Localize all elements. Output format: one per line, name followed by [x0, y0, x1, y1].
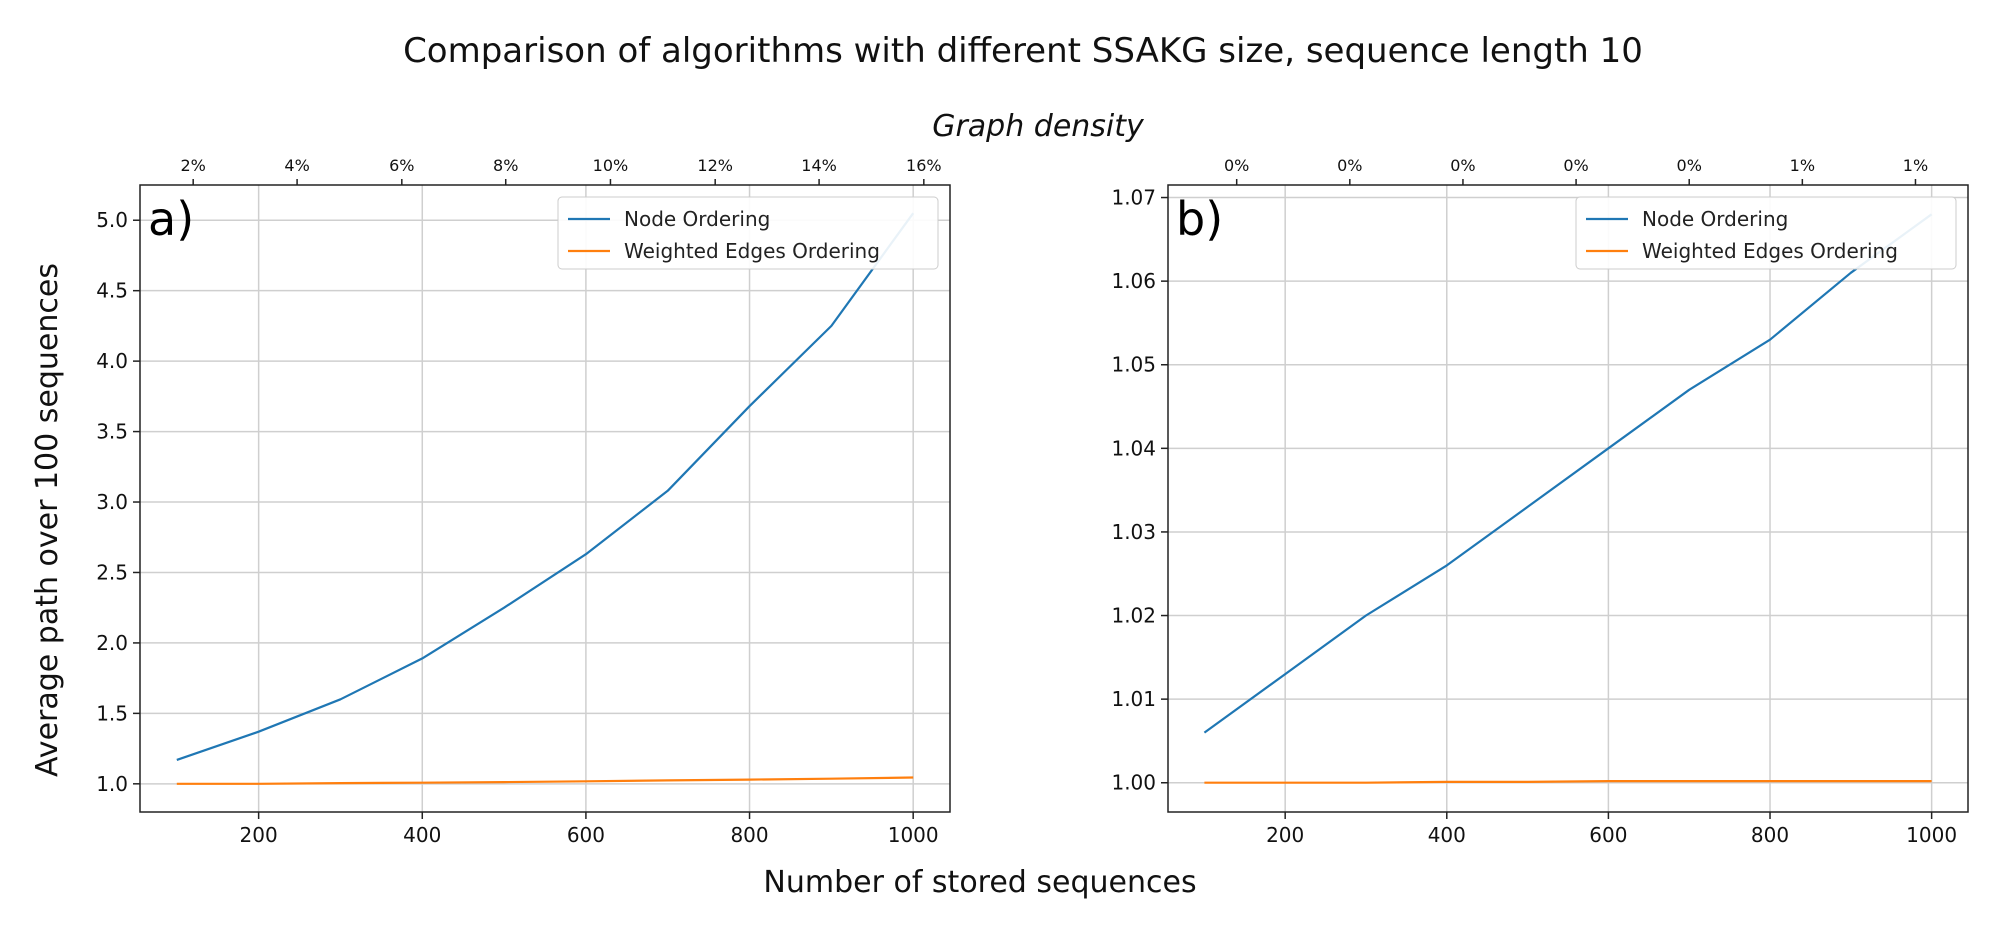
axes-frame: [139, 184, 951, 813]
panel-label: a): [148, 192, 194, 246]
y-tick-label: 4.0: [96, 349, 128, 373]
y-axis-label: Average path over 100 sequences: [30, 263, 65, 777]
top-tick-label: 1%: [1903, 156, 1928, 175]
y-tick-label: 2.0: [96, 631, 128, 655]
x-tick-label: 800: [1751, 823, 1789, 847]
legend-entry: Node Ordering: [624, 207, 770, 231]
x-tick-label: 600: [567, 823, 605, 847]
y-tick-label: 3.0: [96, 490, 128, 514]
figure-title: Comparison of algorithms with different …: [403, 31, 1643, 71]
y-tick-label: 3.5: [96, 420, 128, 444]
x-tick-label: 400: [1428, 823, 1466, 847]
top-tick-label: 0%: [1337, 156, 1362, 175]
chart-b: 200 400 600 800 1000 1.00 1.01 1.02 1.03 1.04 1.05…: [1111, 156, 1969, 847]
series-line-weighted-edges-ordering: [1204, 779, 1932, 784]
top-tick-label: 0%: [1224, 156, 1249, 175]
x-tick-label: 600: [1589, 823, 1627, 847]
top-tick-label: 0%: [1450, 156, 1475, 175]
top-tick-label: 8%: [493, 156, 518, 175]
x-axis-label: Number of stored sequences: [763, 865, 1196, 900]
top-tick-label: 0%: [1563, 156, 1588, 175]
y-tick-label: 1.0: [96, 772, 128, 796]
x-tick-label: 1000: [1906, 823, 1957, 847]
legend-entry: Weighted Edges Ordering: [624, 239, 880, 263]
y-tick-label: 2.5: [96, 560, 128, 584]
y-tick-label: 1.06: [1111, 269, 1156, 293]
y-tick-label: 1.01: [1111, 687, 1156, 711]
panel-label: b): [1176, 192, 1223, 246]
top-tick-label: 2%: [180, 156, 205, 175]
top-tick-label: 12%: [697, 156, 733, 175]
x-tick-label: 400: [403, 823, 441, 847]
series-line-weighted-edges-ordering: [176, 776, 914, 785]
y-tick-label: 1.04: [1111, 436, 1156, 460]
top-axis-label: Graph density: [932, 109, 1145, 144]
x-tick-label: 800: [730, 823, 768, 847]
top-tick-label: 4%: [284, 156, 309, 175]
top-tick-label: 0%: [1677, 156, 1702, 175]
x-tick-label: 200: [1266, 823, 1304, 847]
chart-a: 200 400 600 800 1000 1.0 1.5 2.0 2.5 3.0 3.5 4.0 4.5…: [96, 156, 951, 847]
y-tick-label: 1.00: [1111, 771, 1156, 795]
x-tick-label: 1000: [888, 823, 939, 847]
y-tick-label: 1.03: [1111, 520, 1156, 544]
top-tick-label: 10%: [593, 156, 629, 175]
y-tick-label: 1.05: [1111, 353, 1156, 377]
top-tick-label: 1%: [1790, 156, 1815, 175]
top-tick-label: 16%: [906, 156, 942, 175]
y-tick-label: 4.5: [96, 279, 128, 303]
y-tick-label: 5.0: [96, 208, 128, 232]
y-tick-label: 1.07: [1111, 186, 1156, 210]
x-tick-label: 200: [240, 823, 278, 847]
legend-entry: Node Ordering: [1642, 207, 1788, 231]
y-tick-label: 1.5: [96, 701, 128, 725]
legend-box: [557, 196, 939, 270]
legend-box: [1575, 196, 1957, 270]
y-tick-label: 1.02: [1111, 604, 1156, 628]
series-line-node-ordering: [176, 212, 915, 761]
legend-entry: Weighted Edges Ordering: [1642, 239, 1898, 263]
axes-frame: [1167, 184, 1969, 813]
top-tick-label: 6%: [389, 156, 414, 175]
series-line-node-ordering: [1203, 213, 1933, 734]
top-tick-label: 14%: [801, 156, 837, 175]
